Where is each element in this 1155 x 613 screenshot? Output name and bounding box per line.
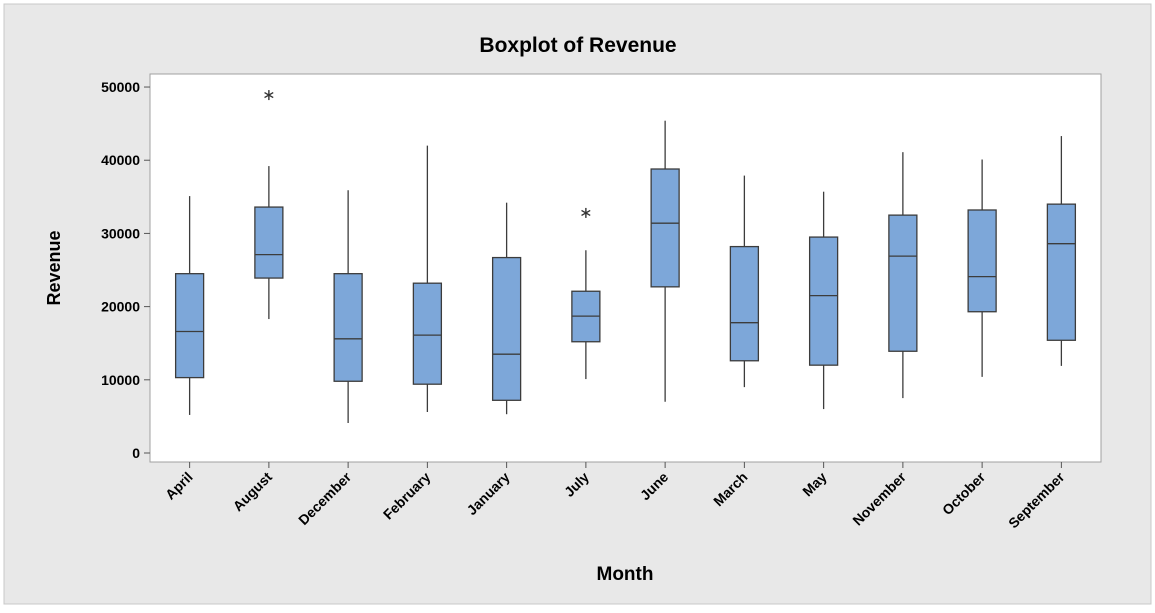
box <box>333 273 363 382</box>
y-tick-label: 10000 <box>101 372 140 388</box>
plot-area <box>149 73 1102 463</box>
box <box>1046 203 1077 341</box>
y-tick-label: 0 <box>132 445 140 461</box>
box <box>729 245 760 362</box>
y-tick-label: 30000 <box>101 225 140 241</box>
outlier <box>581 207 591 218</box>
chart-title: Boxplot of Revenue <box>479 34 676 57</box>
y-tick-label: 50000 <box>101 79 140 95</box>
y-tick-label: 40000 <box>101 152 140 168</box>
box <box>967 209 997 313</box>
y-tick-label: 20000 <box>101 299 140 315</box>
x-axis-label: Month <box>597 564 654 585</box>
outlier-stroke <box>264 91 274 99</box>
box <box>650 168 680 288</box>
outlier <box>264 90 274 101</box>
box <box>254 206 284 279</box>
box <box>491 256 522 401</box>
box <box>888 214 918 352</box>
box <box>808 236 839 366</box>
y-axis-label: Revenue <box>44 230 64 305</box>
box <box>174 273 205 379</box>
outlier-stroke <box>581 209 591 217</box>
box <box>412 282 443 385</box>
